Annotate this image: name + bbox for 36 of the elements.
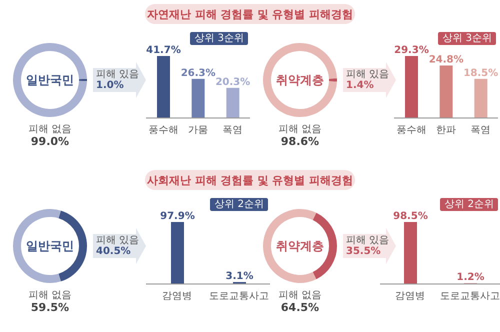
data-label: 64.5% <box>280 301 320 314</box>
text: 일반국민 <box>10 40 90 120</box>
data-label: 3.1% <box>226 271 254 282</box>
data-label: 98.6% <box>280 135 320 148</box>
data-label: 18.5% <box>463 68 498 79</box>
slice-label: 피해 없음 <box>27 290 73 302</box>
data-label: 29.3% <box>394 45 429 56</box>
data-label: 97.9% <box>160 211 195 222</box>
text: 사회재난 피해 경험률 및 유형별 피해경험 <box>145 170 355 190</box>
slice-label: 피해 있음 <box>96 235 140 246</box>
slice-label: 피해 있음 <box>346 69 390 80</box>
data-label: 26.3% <box>180 68 216 79</box>
text: 일반국민 <box>25 238 75 254</box>
data-label: 1.0% <box>96 80 125 91</box>
text: 상위 2순위 <box>440 198 498 211</box>
text: 취약계층 <box>276 238 324 252</box>
data-label: 1.2% <box>456 272 484 284</box>
data-label: 40.5% <box>96 246 132 257</box>
data-label: 98.5% <box>393 211 428 222</box>
data-label: 1.4% <box>346 80 375 91</box>
data-label: 20.3% <box>215 76 250 88</box>
slice-label: 피해 없음 <box>278 290 322 301</box>
data-label: 24.8% <box>428 54 464 66</box>
slice-label: 피해 있음 <box>96 69 140 80</box>
text: 상위 2순위 <box>210 198 268 211</box>
text: 상위 3순위 <box>190 32 248 45</box>
data-label: 35.5% <box>346 246 382 257</box>
slice-label: 피해 없음 <box>277 124 323 136</box>
data-label: 41.7% <box>146 45 181 56</box>
text: 취약계층 <box>260 40 340 120</box>
text: 자연재난 피해 경험률 및 유형별 피해경험 <box>145 4 355 24</box>
slice-label: 피해 있음 <box>346 235 390 246</box>
slice-label: 피해 없음 <box>27 124 73 136</box>
data-label: 99.0% <box>30 135 70 148</box>
text: 상위 3순위 <box>438 32 496 45</box>
data-label: 59.5% <box>30 301 70 314</box>
